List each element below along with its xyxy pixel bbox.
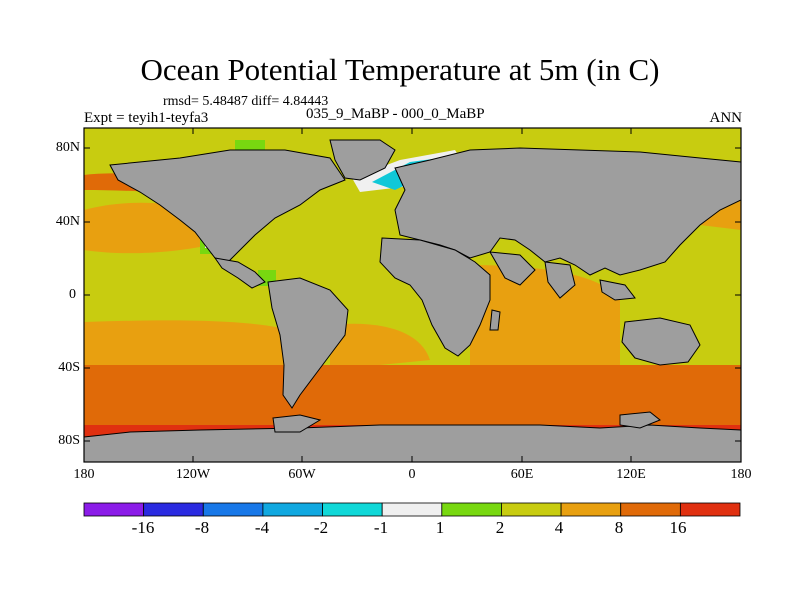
colorbar-box bbox=[620, 502, 681, 517]
colorbar-box bbox=[441, 502, 502, 517]
experiment-label: Expt = teyih1-teyfa3 bbox=[84, 110, 209, 126]
map-title: Ocean Potential Temperature at 5m (in C) bbox=[140, 52, 660, 87]
land-mass bbox=[84, 139, 741, 462]
lon-label: 120E bbox=[616, 467, 646, 482]
lat-label: 80N bbox=[55, 140, 80, 155]
colorbar-box bbox=[679, 502, 741, 517]
colorbar-box bbox=[560, 502, 622, 517]
lon-label: 120W bbox=[175, 467, 211, 482]
colorbar-label: -16 bbox=[131, 518, 155, 537]
lon-label: 60W bbox=[288, 467, 316, 482]
colorbar-label: 1 bbox=[435, 518, 445, 537]
lat-label: 40N bbox=[55, 214, 80, 229]
lat-label: 40S bbox=[58, 360, 80, 375]
lat-label: 80S bbox=[58, 433, 80, 448]
colorbar-label: 2 bbox=[495, 518, 505, 537]
lon-label: 0 bbox=[408, 467, 416, 482]
colorbar-label: -1 bbox=[373, 518, 389, 537]
difference-label: 035_9_MaBP - 000_0_MaBP bbox=[306, 106, 485, 122]
colorbar-label: 4 bbox=[554, 518, 564, 537]
colorbar-label: -4 bbox=[254, 518, 270, 537]
colorbar-label: -8 bbox=[194, 518, 210, 537]
lon-label: 180 bbox=[730, 467, 752, 482]
colorbar-label: -2 bbox=[313, 518, 329, 537]
temperature-field bbox=[84, 128, 741, 462]
colorbar-box bbox=[501, 502, 562, 517]
rmsd-stats: rmsd= 5.48487 diff= 4.84443 bbox=[163, 94, 329, 109]
colorbar-box bbox=[381, 502, 443, 517]
colorbar-box bbox=[262, 502, 323, 517]
colorbar-box bbox=[143, 502, 204, 517]
lon-label: 180 bbox=[73, 467, 95, 482]
lat-label: 0 bbox=[69, 287, 76, 302]
lon-label: 60E bbox=[510, 467, 534, 482]
colorbar-label: 16 bbox=[669, 518, 687, 537]
season-label: ANN bbox=[709, 110, 743, 126]
colorbar-label: 8 bbox=[614, 518, 624, 537]
colorbar-box bbox=[322, 502, 383, 517]
colorbar-box bbox=[202, 502, 264, 517]
colorbar bbox=[83, 502, 741, 517]
colorbar-box bbox=[83, 502, 145, 517]
